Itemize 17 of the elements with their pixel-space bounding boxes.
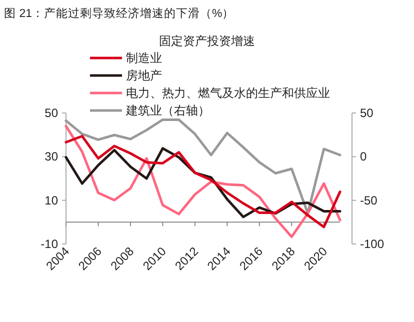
- y-tick-label: -10: [40, 237, 58, 251]
- y-tick-label: 10: [44, 193, 58, 208]
- line-series: [64, 134, 342, 228]
- legend-label: 电力、热力、燃气及水的生产和供应业: [126, 86, 330, 100]
- y-tick-label: 50: [44, 106, 58, 120]
- line-series: [64, 124, 342, 238]
- y2-tick-label: -50: [360, 193, 378, 208]
- y2-tick-label: 0: [360, 150, 367, 164]
- y-tick-label: 30: [44, 150, 58, 164]
- legend-label: 制造业: [126, 51, 162, 65]
- y2-tick-label: -100: [360, 237, 384, 251]
- legend-label: 房地产: [126, 68, 162, 82]
- legend-title: 固定资产投资增速: [159, 34, 255, 48]
- y2-tick-label: 50: [360, 106, 374, 120]
- chart-title: 图 21：产能过剩导致经济增速的下滑（%）: [4, 6, 234, 20]
- legend-label: 建筑业（右轴）: [125, 104, 210, 118]
- line-series: [64, 118, 342, 215]
